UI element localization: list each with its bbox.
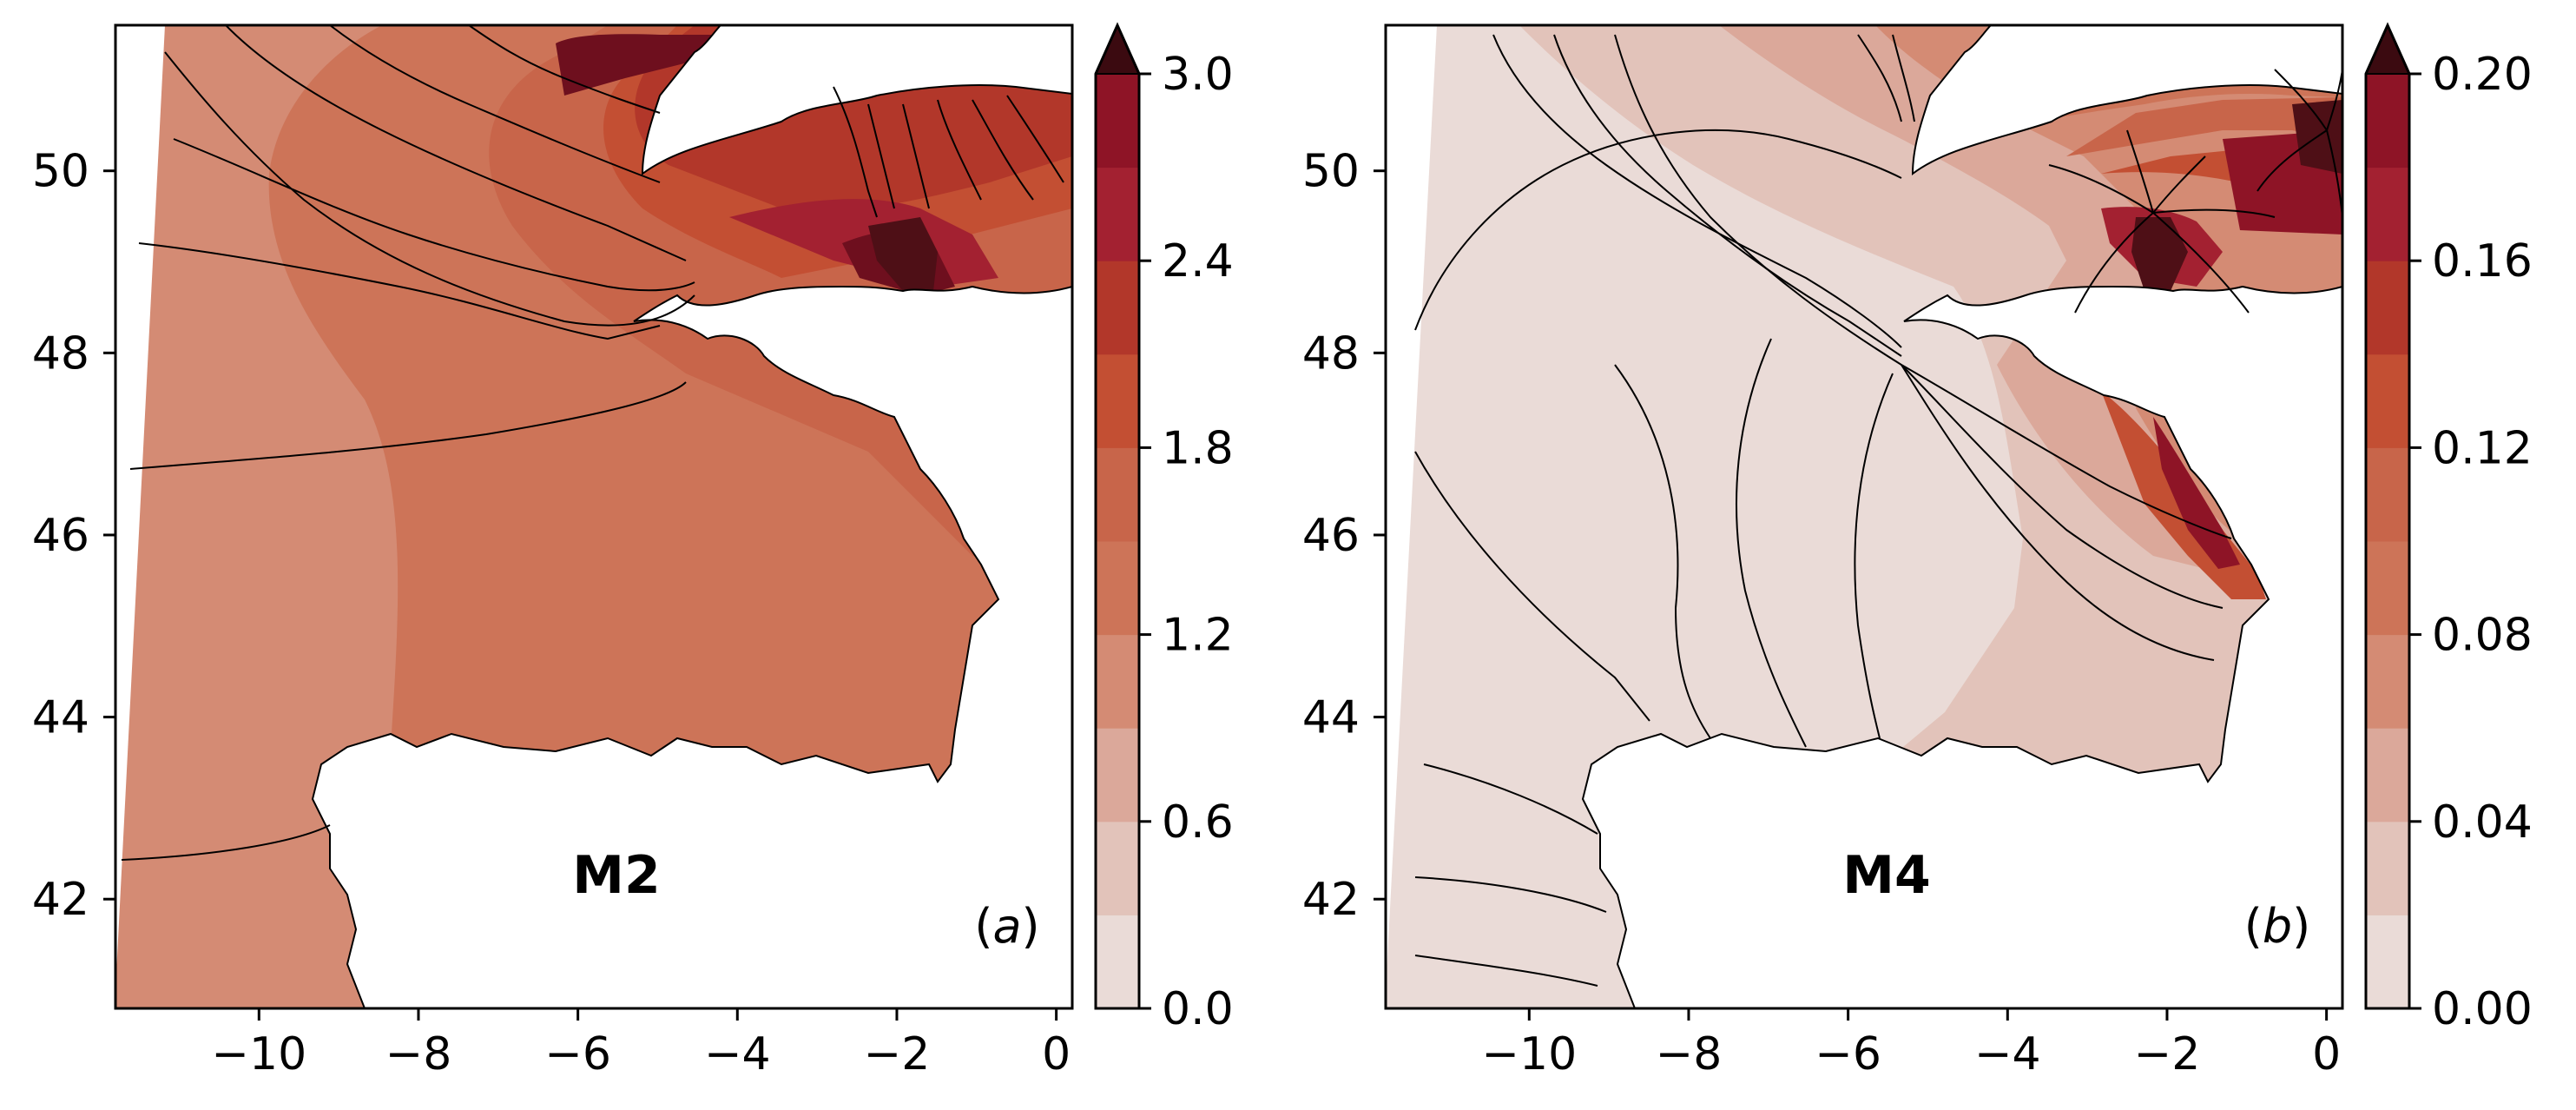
colorbar-b: 0.00 0.04 0.08 0.12 0.16 0.20 xyxy=(2364,22,2533,1035)
y-ticks-b: 42 44 46 48 50 xyxy=(1302,146,1386,926)
colorbar-tick-label: 0.00 xyxy=(2432,983,2533,1035)
model-title-b: M4 xyxy=(1842,845,1930,906)
colorbar-tick-label: 0.0 xyxy=(1162,983,1234,1035)
colorbar-tick-label: 1.2 xyxy=(1162,610,1234,662)
x-tick-label: −4 xyxy=(704,1028,771,1080)
y-tick-label: 42 xyxy=(32,874,89,926)
colorbar-segment xyxy=(2366,261,2409,355)
colorbar-segment xyxy=(1096,353,1139,448)
colorbar-outline xyxy=(2364,22,2411,1010)
colorbar-segment xyxy=(1096,634,1139,729)
colorbar-tick-label: 0.16 xyxy=(2432,235,2533,287)
colorbar-extend-arrow xyxy=(2364,23,2411,75)
colorbar-tick-label: 0.12 xyxy=(2432,422,2533,474)
panel-tag-b: (b) xyxy=(2244,899,2310,954)
colorbar-tick-label: 0.6 xyxy=(1162,796,1234,849)
x-tick-label: −2 xyxy=(2134,1028,2201,1080)
x-ticks-a: −10 −8 −6 −4 −2 0 xyxy=(211,1008,1071,1080)
colorbar-a: 0.0 0.6 1.2 1.8 2.4 3.0 xyxy=(1094,22,1234,1035)
x-tick-label: −8 xyxy=(385,1028,452,1080)
y-tick-label: 48 xyxy=(32,327,89,380)
y-tick-label: 48 xyxy=(1302,327,1360,380)
y-tick-label: 46 xyxy=(1302,510,1360,562)
colorbar-segment xyxy=(2366,541,2409,636)
x-tick-label: −10 xyxy=(211,1028,306,1080)
land-england-b xyxy=(1911,25,2342,175)
level-3.0-region-a xyxy=(868,217,938,291)
land-france-a xyxy=(311,285,1072,1008)
level-2.7-channel-east-a xyxy=(556,34,712,96)
phase-contours-b xyxy=(1414,34,2342,987)
colorbar-segment xyxy=(1096,915,1139,1009)
x-tick-label: −4 xyxy=(1974,1028,2041,1080)
colorbar-segment xyxy=(1096,261,1139,355)
colorbar-tick-label: 3.0 xyxy=(1162,49,1234,101)
x-tick-label: −10 xyxy=(1481,1028,1577,1080)
x-ticks-b: −10 −8 −6 −4 −2 0 xyxy=(1481,1008,2341,1080)
y-tick-label: 50 xyxy=(32,146,89,198)
y-ticks-a: 42 44 46 48 50 xyxy=(32,146,115,926)
colorbar-segment xyxy=(2366,728,2409,823)
colorbar-segment xyxy=(2366,915,2409,1009)
colorbar-segment xyxy=(2366,74,2409,168)
colorbar-tick-label: 1.8 xyxy=(1162,422,1234,474)
x-tick-label: −8 xyxy=(1656,1028,1723,1080)
colorbar-tick-label: 0.08 xyxy=(2432,610,2533,662)
colorbar-segment xyxy=(2366,447,2409,542)
y-tick-label: 44 xyxy=(32,692,89,744)
colorbar-segment xyxy=(1096,541,1139,636)
colorbar-segment xyxy=(1096,821,1139,915)
map-a xyxy=(115,25,1072,1008)
panel-a: −10 −8 −6 −4 −2 0 42 44 46 48 50 M2 (a) 0.0 0.6 1.2… xyxy=(32,22,1234,1080)
panel-tag-a: (a) xyxy=(974,899,1039,954)
y-tick-label: 50 xyxy=(1302,146,1360,198)
colorbar-segment xyxy=(1096,728,1139,823)
colorbar-segment xyxy=(2366,821,2409,915)
colorbar-segment xyxy=(2366,634,2409,729)
x-tick-label: −2 xyxy=(864,1028,931,1080)
colorbar-outline xyxy=(1094,22,1141,1010)
x-tick-label: 0 xyxy=(1042,1028,1071,1080)
land-france-b xyxy=(1581,285,2342,1008)
x-tick-label: 0 xyxy=(2312,1028,2341,1080)
level-0.16-south-b xyxy=(2153,417,2240,569)
y-tick-label: 44 xyxy=(1302,692,1360,744)
colorbar-tick-label: 0.20 xyxy=(2432,49,2533,101)
level-0.10-region-b xyxy=(2066,97,2342,156)
colorbar-segment xyxy=(2366,353,2409,448)
x-tick-label: −6 xyxy=(544,1028,611,1080)
map-b xyxy=(1386,25,2342,1008)
phase-contours-a xyxy=(121,25,1064,861)
colorbar-tick-label: 0.04 xyxy=(2432,796,2533,849)
colorbar-segment xyxy=(1096,74,1139,168)
y-tick-label: 42 xyxy=(1302,874,1360,926)
level-0.18-region-b xyxy=(2131,217,2188,291)
colorbar-segment xyxy=(2366,167,2409,261)
model-title-a: M2 xyxy=(572,845,660,906)
y-tick-label: 46 xyxy=(32,510,89,562)
land-england-a xyxy=(641,25,1072,175)
colorbar-segment xyxy=(1096,447,1139,542)
colorbar-segment xyxy=(1096,167,1139,261)
axes-frame-a xyxy=(114,23,1074,1010)
axes-frame-b xyxy=(1384,23,2344,1010)
x-tick-label: −6 xyxy=(1815,1028,1881,1080)
colorbar-tick-label: 2.4 xyxy=(1162,235,1234,287)
colorbar-extend-arrow xyxy=(1094,23,1141,75)
